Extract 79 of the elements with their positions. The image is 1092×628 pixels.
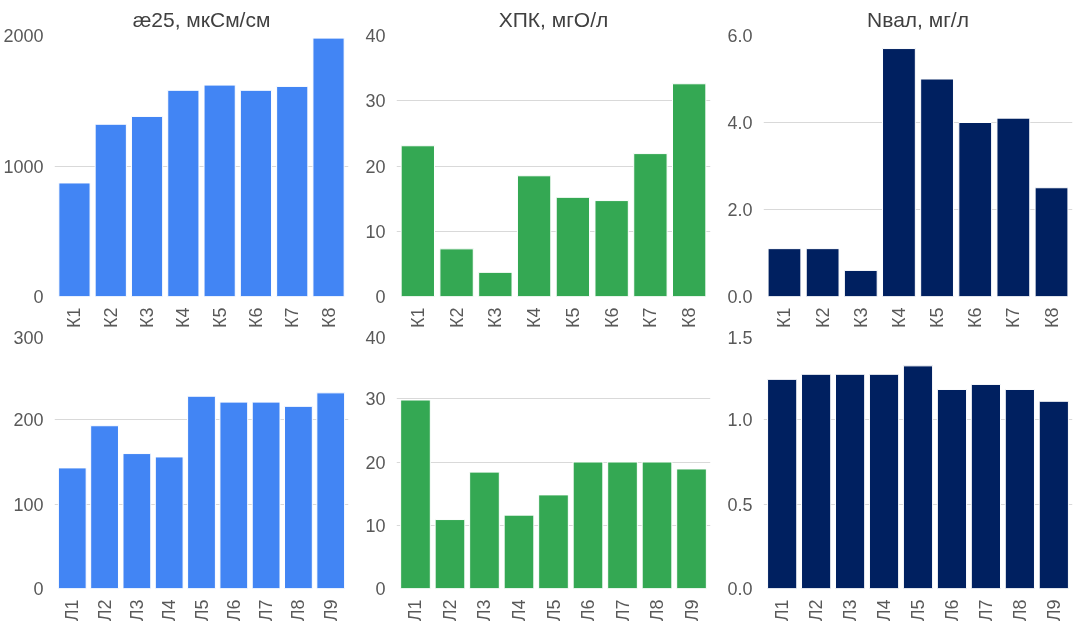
y-tick-label: 6.0 <box>727 26 753 46</box>
y-tick-label: 30 <box>365 91 386 112</box>
x-tick-label: Л5 <box>908 599 928 622</box>
y-tick-label: 2.0 <box>727 200 753 220</box>
x-tick-label: Л8 <box>1009 599 1030 622</box>
y-tick-label: 0.0 <box>727 579 753 599</box>
x-tick-label: Л2 <box>806 599 827 622</box>
x-tick-label: К1 <box>64 307 85 328</box>
x-tick-label: К8 <box>318 307 339 328</box>
x-tick-label: К2 <box>812 307 833 328</box>
y-tick-label: 0.5 <box>727 494 753 515</box>
x-tick-label: Л5 <box>191 599 212 622</box>
y-tick-label: 0 <box>375 287 386 307</box>
x-tick-label: К7 <box>640 307 661 328</box>
x-tick-label: Л9 <box>681 599 702 622</box>
y-tick-label: 200 <box>13 410 44 431</box>
y-tick-label: 0 <box>375 579 386 599</box>
x-tick-label: Л9 <box>320 599 341 622</box>
x-tick-label: К5 <box>209 307 230 328</box>
x-tick-label: Л6 <box>578 599 599 622</box>
x-tick-label: Л3 <box>840 599 861 622</box>
x-tick-label: К3 <box>137 307 158 328</box>
y-tick-label: 40 <box>365 26 386 46</box>
y-tick-label: 20 <box>365 452 386 473</box>
y-tick-label: 1.5 <box>727 327 753 348</box>
x-tick-label: К6 <box>245 307 266 328</box>
chart-title: æ25, мкСм/см <box>132 7 271 31</box>
y-tick-label: 10 <box>365 515 386 536</box>
x-tick-label: Л6 <box>941 599 962 622</box>
x-tick-label: Л4 <box>159 599 180 622</box>
x-tick-label: Л7 <box>975 599 996 622</box>
y-tick-label: 0.0 <box>727 287 753 307</box>
y-tick-label: 1000 <box>3 156 44 177</box>
x-tick-label: Л2 <box>439 599 460 622</box>
x-tick-label: К1 <box>774 307 795 328</box>
y-tick-label: 0 <box>33 287 44 307</box>
x-tick-label: К3 <box>850 307 871 328</box>
x-tick-label: Л1 <box>405 599 426 622</box>
y-tick-label: 100 <box>13 494 44 515</box>
x-tick-label: К7 <box>282 307 303 328</box>
x-tick-label: К4 <box>888 307 909 328</box>
x-tick-label: К6 <box>965 307 986 328</box>
x-tick-label: К6 <box>601 307 622 328</box>
y-tick-label: 4.0 <box>727 113 753 133</box>
x-tick-label: Л8 <box>647 599 668 622</box>
y-tick-label: 300 <box>13 327 44 348</box>
y-tick-label: 40 <box>365 327 386 348</box>
x-tick-label: Л6 <box>223 599 244 622</box>
y-tick-label: 0 <box>33 579 44 599</box>
chart-title: ХПК, мгО/л <box>498 7 609 31</box>
y-tick-label: 30 <box>365 389 386 410</box>
y-tick-label: 20 <box>365 156 386 177</box>
chart-title: Nвал, мг/л <box>867 7 969 31</box>
x-tick-label: Л7 <box>612 599 633 622</box>
x-tick-label: Л2 <box>94 599 115 622</box>
x-tick-label: К8 <box>679 307 700 328</box>
x-tick-label: К5 <box>927 307 948 328</box>
x-tick-label: К2 <box>100 307 121 328</box>
x-tick-label: Л1 <box>772 599 793 622</box>
x-tick-label: К1 <box>407 307 428 328</box>
x-tick-label: К7 <box>1003 307 1024 328</box>
x-tick-label: Л9 <box>1043 599 1064 622</box>
x-tick-label: Л5 <box>543 599 564 622</box>
x-tick-label: К8 <box>1041 307 1062 328</box>
x-tick-label: Л4 <box>508 599 529 622</box>
x-tick-label: К5 <box>562 307 583 328</box>
x-tick-label: К4 <box>173 307 194 328</box>
y-tick-label: 1.0 <box>727 410 753 431</box>
x-tick-label: Л7 <box>256 599 277 622</box>
x-tick-label: Л4 <box>874 599 895 622</box>
x-tick-label: К2 <box>446 307 467 328</box>
y-tick-label: 2000 <box>3 26 44 46</box>
x-tick-label: Л1 <box>62 599 83 622</box>
x-tick-label: К3 <box>485 307 506 328</box>
x-tick-label: Л3 <box>474 599 495 622</box>
x-tick-label: К4 <box>524 307 545 328</box>
x-tick-label: Л3 <box>126 599 147 622</box>
x-tick-label: Л8 <box>288 599 309 622</box>
y-tick-label: 10 <box>365 221 386 242</box>
